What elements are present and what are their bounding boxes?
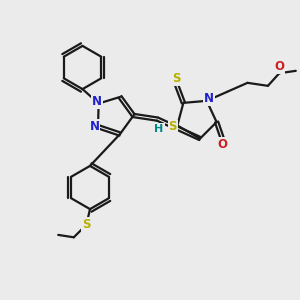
Text: N: N	[92, 95, 102, 109]
Text: S: S	[172, 72, 181, 86]
Text: S: S	[169, 121, 177, 134]
Text: N: N	[89, 120, 99, 133]
Text: S: S	[82, 218, 91, 231]
Text: N: N	[204, 92, 214, 105]
Text: O: O	[217, 138, 227, 151]
Text: O: O	[274, 60, 284, 73]
Text: H: H	[154, 124, 164, 134]
